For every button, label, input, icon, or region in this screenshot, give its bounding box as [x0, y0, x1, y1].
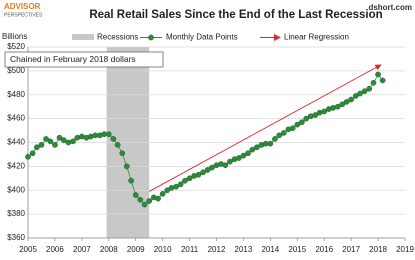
y-tick-label: $400 — [7, 185, 25, 194]
x-tick-label: 2010 — [154, 245, 172, 254]
data-point — [182, 177, 188, 184]
data-point — [146, 198, 153, 204]
x-tick-label: 2011 — [181, 245, 199, 254]
data-point — [334, 103, 341, 110]
annotation: Chained in February 2018 dollars — [10, 54, 136, 64]
annotation-box — [4, 51, 164, 68]
x-tick-label: 2018 — [369, 245, 387, 254]
data-point — [204, 167, 211, 173]
data-point — [60, 137, 67, 143]
legend-swatch — [72, 34, 94, 40]
data-point — [348, 96, 354, 103]
x-tick-label: 2017 — [342, 245, 360, 254]
data-point — [240, 152, 247, 159]
data-point — [357, 90, 363, 97]
data-point — [25, 153, 31, 160]
data-point — [209, 164, 215, 171]
x-tick-label: 2007 — [73, 245, 91, 254]
data-point — [47, 138, 54, 145]
x-tick-label: 2006 — [46, 245, 64, 254]
chart-title: Real Retail Sales Since the End of the L… — [89, 9, 382, 21]
data-point — [195, 171, 202, 178]
data-point — [110, 136, 117, 142]
data-point — [352, 93, 359, 99]
y-tick-label: $360 — [7, 233, 25, 242]
y-tick-label: $440 — [7, 138, 25, 147]
data-point — [29, 150, 36, 157]
data-point — [379, 77, 386, 84]
data-point — [361, 88, 368, 95]
y-tick-label: $420 — [7, 161, 25, 170]
data-point — [303, 115, 310, 122]
y-tick-label: $520 — [7, 42, 25, 51]
x-tick-label: 2013 — [235, 245, 253, 254]
data-point — [375, 71, 381, 78]
data-point — [43, 136, 49, 142]
legend: Recessions Monthly Data Points Linear Re… — [72, 33, 349, 42]
data-point — [177, 181, 184, 188]
data-point — [249, 146, 256, 153]
legend-label: Recessions — [97, 33, 138, 42]
legend-label: Monthly Data Points — [166, 33, 238, 42]
data-point — [200, 169, 206, 176]
legend-label: Linear Regression — [284, 33, 349, 42]
data-point — [52, 142, 58, 148]
data-point — [155, 195, 161, 202]
data-point — [105, 131, 112, 137]
data-point — [272, 136, 278, 142]
regression-line — [148, 64, 382, 192]
y-tick-label: $460 — [7, 114, 25, 123]
data-point — [114, 142, 121, 148]
x-tick-label: 2014 — [261, 245, 279, 254]
data-point — [123, 163, 130, 170]
data-point — [312, 112, 319, 118]
data-point — [141, 201, 148, 208]
logo: ADVISOR — [4, 2, 41, 11]
series-line — [27, 73, 383, 206]
data-point — [38, 142, 45, 148]
x-tick-label: 2019 — [396, 245, 414, 254]
data-point — [70, 138, 76, 145]
data-point — [186, 175, 193, 182]
legend-swatch — [148, 34, 154, 41]
y-tick-label: $480 — [7, 90, 25, 99]
data-point — [339, 101, 346, 108]
data-point — [294, 121, 301, 128]
data-point — [267, 140, 274, 147]
data-point — [343, 99, 350, 105]
data-point — [280, 130, 287, 136]
x-tick-label: 2015 — [288, 245, 306, 254]
data-point — [276, 132, 283, 139]
data-point — [164, 187, 171, 194]
y-tick-label: $500 — [7, 66, 25, 75]
data-point — [299, 119, 305, 126]
y-tick-label: $380 — [7, 209, 25, 218]
data-point — [173, 183, 179, 190]
x-tick-label: 2009 — [127, 245, 145, 254]
data-point — [236, 155, 242, 161]
data-point — [56, 134, 63, 141]
data-point — [119, 150, 126, 157]
x-tick-label: 2012 — [208, 245, 226, 254]
data-point — [159, 190, 166, 197]
source: dshort.com — [368, 3, 412, 12]
x-tick-label: 2005 — [19, 245, 37, 254]
data-point — [227, 158, 233, 165]
data-point — [254, 144, 260, 151]
data-point — [321, 108, 328, 115]
data-point — [132, 192, 139, 198]
data-point — [289, 125, 296, 132]
data-point — [370, 79, 377, 86]
data-point — [366, 85, 373, 92]
data-point — [222, 162, 229, 169]
x-tick-label: 2016 — [315, 245, 333, 254]
data-point — [245, 150, 251, 157]
data-point — [34, 144, 40, 151]
x-tick-label: 2008 — [100, 245, 118, 254]
y-axis-label: Billions — [2, 32, 27, 41]
data-point — [137, 196, 144, 203]
data-point — [128, 177, 134, 184]
logo-sub: PERSPECTIVES — [4, 12, 43, 18]
